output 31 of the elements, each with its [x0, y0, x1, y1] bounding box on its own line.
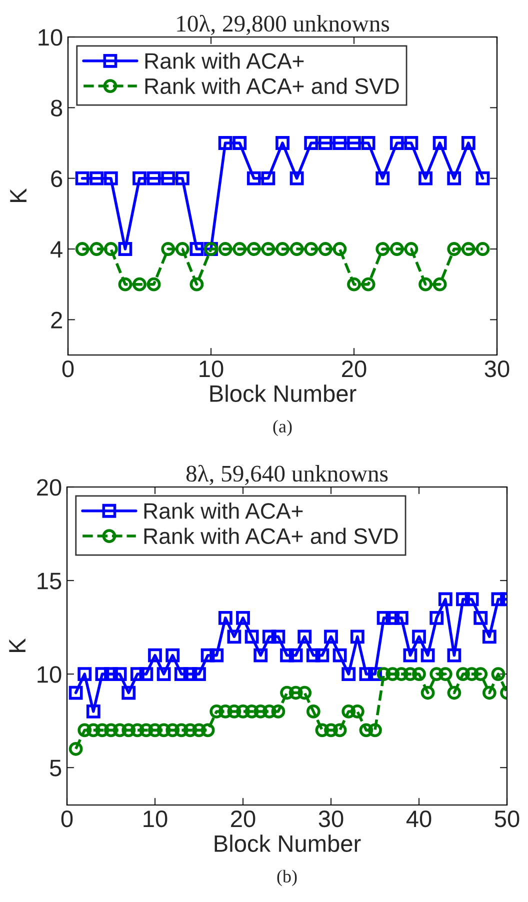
chart-title: 10λ, 29,800 unknowns	[177, 14, 390, 36]
x-tick-label: 20	[231, 810, 256, 828]
x-tick-label: 10	[144, 810, 168, 828]
x-tick-label: 50	[494, 810, 520, 828]
x-axis-title: Block Number	[210, 384, 356, 402]
x-tick-label: 30	[484, 360, 510, 378]
y-tick-label: 10	[38, 666, 62, 683]
y-tick-label: 20	[37, 479, 62, 496]
y-tick-label: 8	[51, 100, 62, 116]
x-tick-label: 40	[406, 810, 432, 828]
y-axis-title: K	[9, 638, 26, 652]
y-tick-label: 10	[38, 29, 62, 46]
x-tick-label: 20	[342, 360, 366, 378]
legend-label: Rank with ACA+ and SVD	[144, 528, 398, 544]
y-tick-label: 15	[38, 572, 62, 590]
y-tick-label: 6	[51, 170, 62, 188]
legend-label: Rank with ACA+	[144, 502, 303, 519]
y-tick-label: 2	[51, 312, 62, 328]
y-tick-label: 4	[50, 241, 62, 258]
x-axis-title: Block Number	[214, 834, 361, 852]
x-tick-label: 0	[61, 810, 73, 828]
x-tick-label: 0	[62, 360, 74, 378]
y-tick-label: 5	[50, 760, 62, 776]
x-tick-label: 10	[200, 360, 224, 378]
text: (b)	[277, 870, 297, 886]
legend-label: Rank with ACA+	[145, 52, 304, 69]
chart-title: 8λ, 59,640 unknowns	[186, 464, 388, 486]
legend-label: Rank with ACA+ and SVD	[145, 78, 399, 94]
y-axis-title: K	[10, 188, 26, 202]
text: (a)	[273, 420, 292, 436]
x-tick-label: 30	[318, 810, 344, 828]
